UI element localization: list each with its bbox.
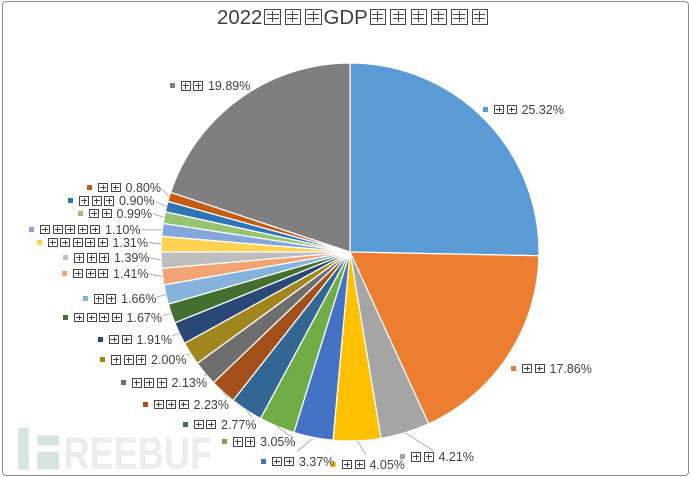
- svg-text:REEBUF: REEBUF: [64, 428, 213, 477]
